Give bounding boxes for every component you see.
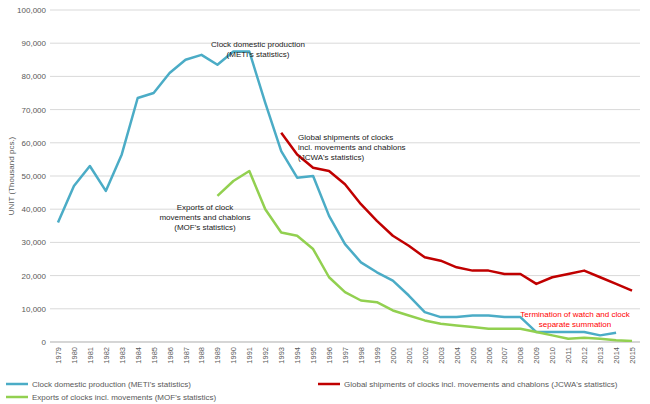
y-axis-label: UNIT (Thousand pcs.) [7,136,16,215]
x-tick-label: 1986 [166,347,175,364]
x-tick-label: 1985 [150,347,159,364]
x-tick-label: 2000 [389,347,398,364]
x-tick-label: 1982 [102,347,111,364]
annotation: separate summation [539,320,611,329]
chart: 0 10,000 20,000 30,000 40,000 50,000 60,000 70,… [0,0,650,404]
x-tick-label: 2003 [437,347,446,364]
annotation: Global shipments of clocks [298,133,393,142]
x-tick-label: 2002 [421,347,430,364]
x-tick-label: 2015 [628,347,637,364]
grid-line [50,43,640,44]
legend-swatch [6,396,28,399]
annotation: (MOF's statistics) [174,223,236,232]
y-tick-label: 100,000 [17,6,46,15]
y-tick-label: 90,000 [22,39,47,48]
legend-swatch [6,383,28,386]
annotation: Clock domestic production [211,40,305,49]
x-tick-label: 2010 [548,347,557,364]
legend-label: Clock domestic production (METI's statis… [32,380,191,389]
series-line [58,52,616,336]
annotation: Termination of watch and clock [520,310,630,319]
x-tick-label: 1995 [309,347,318,364]
x-tick-label: 1992 [261,347,270,364]
x-tick-label: 1980 [70,347,79,364]
annotation: Exports of clock [177,203,234,212]
y-tick-label: 80,000 [22,72,47,81]
legend-label: Exports of clocks incl. movements (MOF's… [32,393,217,402]
x-tick-label: 2005 [469,347,478,364]
x-tick-label: 1991 [245,347,254,364]
x-tick-label: 1988 [197,347,206,364]
x-tick-label: 1996 [325,347,334,364]
grid-line [50,209,640,210]
grid-line [50,342,640,343]
grid-line [50,10,640,11]
x-tick-label: 2009 [532,347,541,364]
x-tick-label: 1984 [134,347,143,364]
annotation: movements and chablons [159,213,250,222]
x-tick-label: 1981 [86,347,95,364]
x-tick-label: 2007 [500,347,509,364]
x-tick-label: 1994 [293,347,302,364]
x-tick-label: 1997 [341,347,350,364]
y-tick-label: 20,000 [22,272,47,281]
x-tick-label: 2008 [516,347,525,364]
x-tick-label: 2013 [596,347,605,364]
y-tick-label: 70,000 [22,106,47,115]
grid-line [50,76,640,77]
x-tick-label: 2012 [580,347,589,364]
y-tick-label: 10,000 [22,305,47,314]
y-tick-label: 50,000 [22,172,47,181]
series-line [217,171,632,341]
legend-label: Global shipments of clocks incl. movemen… [344,380,618,389]
y-tick-label: 0 [42,338,47,347]
annotation: (JCWA's statistics) [298,153,364,162]
x-tick-label: 1987 [182,347,191,364]
grid-line [50,275,640,276]
annotation: (METI's statistics) [227,50,290,59]
legend-swatch [318,383,340,386]
y-tick-label: 60,000 [22,139,47,148]
x-tick-label: 2014 [612,347,621,364]
y-tick-label: 40,000 [22,205,47,214]
y-tick-label: 30,000 [22,238,47,247]
x-tick-label: 1979 [54,347,63,364]
x-tick-label: 1998 [357,347,366,364]
grid-line [50,109,640,110]
x-tick-label: 2011 [564,347,573,363]
x-tick-label: 1993 [277,347,286,364]
series-line [281,133,632,291]
x-tick-label: 1989 [213,347,222,364]
x-tick-label: 1999 [373,347,382,364]
x-axis [50,342,640,343]
x-tick-label: 1990 [229,347,238,364]
x-tick-label: 2006 [485,347,494,364]
annotation: incl. movements and chablons [298,143,406,152]
grid-line [50,176,640,177]
x-tick-label: 2001 [405,347,414,364]
x-tick-label: 2004 [453,347,462,364]
x-tick-label: 1983 [118,347,127,364]
plot-area [58,52,632,342]
